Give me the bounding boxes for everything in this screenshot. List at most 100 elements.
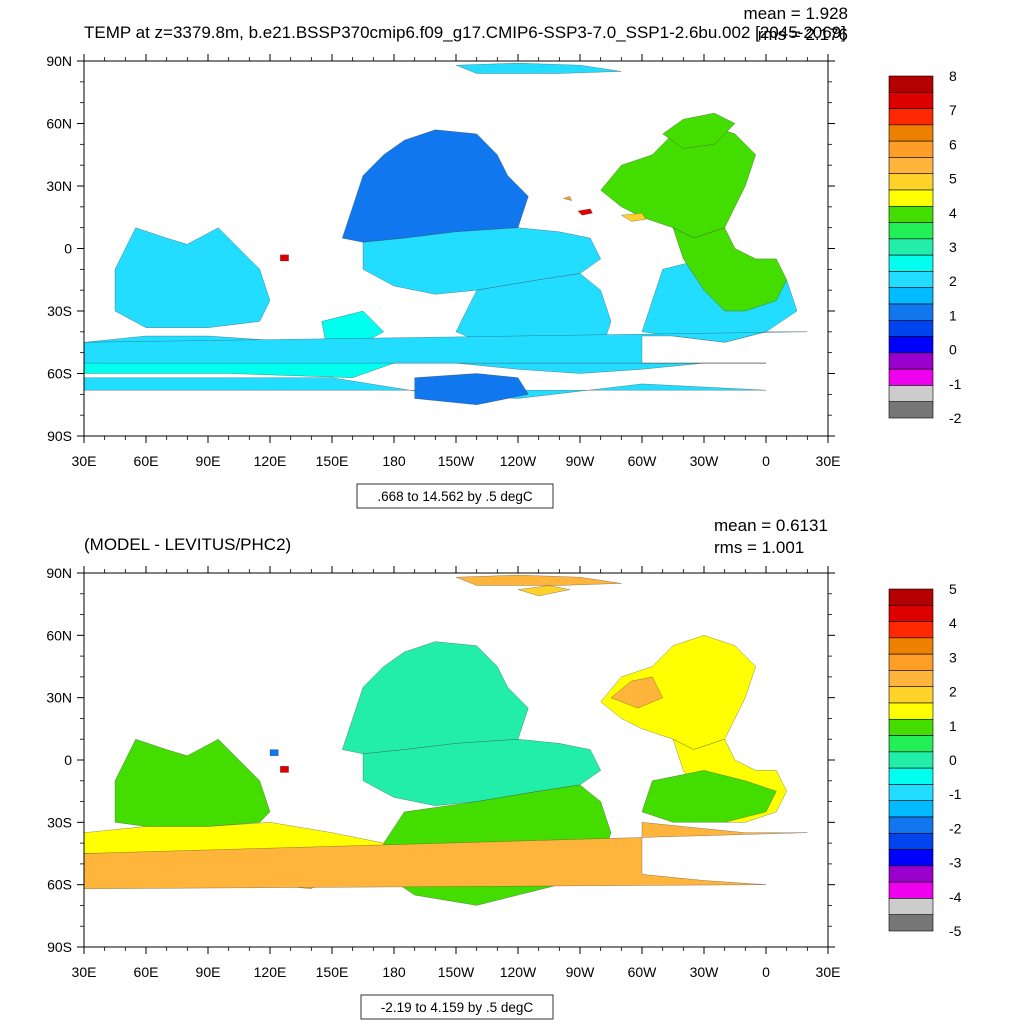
lon-label: 60W (628, 453, 658, 469)
lon-label: 180 (382, 453, 406, 469)
bottom-caption: -2.19 to 4.159 by .5 degC (381, 1000, 534, 1015)
colorbar-swatch (888, 75, 934, 93)
colorbar-label: -2 (949, 820, 962, 836)
lat-label: 30S (47, 303, 72, 319)
colorbar-swatch (888, 205, 934, 223)
region-orange-spot (562, 196, 573, 201)
colorbar-label: 3 (949, 649, 957, 665)
bottom-colorbar: 5 4 3 2 1 0 -1 -2 -3 -4 -5 (888, 581, 962, 939)
colorbar-swatch (888, 91, 934, 109)
lon-label: 150E (316, 964, 349, 980)
colorbar-swatch (888, 254, 934, 272)
colorbar-swatch (888, 368, 934, 386)
colorbar-swatch (888, 914, 934, 932)
bottom-mean: mean = 0.6131 (714, 516, 828, 535)
lon-label: 150W (438, 964, 475, 980)
lat-label: 90N (46, 565, 72, 581)
colorbar-label: 7 (949, 102, 957, 118)
lon-label: 60E (134, 964, 159, 980)
top-colorbar: 8 7 6 5 4 3 2 1 0 -1 -2 (888, 68, 962, 426)
colorbar-swatch (888, 588, 934, 606)
colorbar-swatch (888, 718, 934, 736)
panel-top: TEMP at z=3379.8m, b.e21.BSSP370cmip6.f0… (46, 4, 962, 509)
colorbar-swatch (888, 140, 934, 158)
colorbar-label: 1 (949, 718, 957, 734)
lon-label: 180 (382, 964, 406, 980)
colorbar-label: 6 (949, 136, 957, 152)
lat-label: 60N (46, 627, 72, 643)
lon-label: 120E (254, 453, 287, 469)
colorbar-swatch (888, 849, 934, 867)
colorbar-label: 4 (949, 205, 957, 221)
colorbar-swatch (888, 189, 934, 207)
region-arctic-band (455, 62, 622, 74)
colorbar-label: 8 (949, 68, 957, 84)
colorbar-swatch (888, 124, 934, 142)
colorbar-swatch (888, 352, 934, 370)
top-caption-box: .668 to 14.562 by .5 degC (356, 483, 554, 509)
lon-label: 30E (816, 964, 841, 980)
lon-label: 30E (72, 964, 97, 980)
colorbar-swatch (888, 222, 934, 240)
lat-label: 30N (46, 178, 72, 194)
colorbar-swatch (888, 816, 934, 834)
colorbar-label: -1 (949, 376, 962, 392)
colorbar-swatch (888, 735, 934, 753)
region-west-pacific-red (280, 765, 289, 773)
colorbar-swatch (888, 881, 934, 899)
lon-label: 150W (438, 453, 475, 469)
region-west-pacific-blue (269, 749, 279, 757)
lon-label: 60W (628, 964, 658, 980)
region-ross-sea (414, 373, 529, 406)
lat-label: 90S (47, 428, 72, 444)
colorbar-swatch (888, 319, 934, 337)
lat-label: 60N (46, 116, 72, 132)
colorbar-swatch (888, 621, 934, 639)
lon-label: 0 (762, 964, 770, 980)
lon-label: 60E (134, 453, 159, 469)
colorbar-swatch (888, 271, 934, 289)
panel-bottom: (MODEL - LEVITUS/PHC2) mean = 0.6131 rms… (46, 516, 962, 1020)
bottom-rms: rms = 1.001 (714, 538, 804, 557)
colorbar-swatch (888, 767, 934, 785)
region-south-atlantic-green (641, 770, 777, 823)
region-west-pacific-red (280, 254, 289, 262)
colorbar-swatch (888, 173, 934, 191)
colorbar-label: 2 (949, 273, 957, 289)
lon-label: 120W (500, 453, 537, 469)
lon-label: 30E (72, 453, 97, 469)
lon-label: 30W (690, 964, 720, 980)
region-equatorial-pacific (362, 227, 602, 295)
colorbar-swatch (888, 385, 934, 403)
colorbar-swatch (888, 336, 934, 354)
colorbar-label: -4 (949, 889, 962, 905)
colorbar-swatch (888, 670, 934, 688)
colorbar-label: 0 (949, 752, 957, 768)
colorbar-label: 5 (949, 581, 957, 597)
colorbar-swatch (888, 637, 934, 655)
top-title: TEMP at z=3379.8m, b.e21.BSSP370cmip6.f0… (84, 23, 846, 42)
colorbar-swatch (888, 401, 934, 419)
lon-label: 120W (500, 964, 537, 980)
colorbar-swatch (888, 287, 934, 305)
colorbar-label: -2 (949, 410, 962, 426)
colorbar-swatch (888, 702, 934, 720)
colorbar-swatch (888, 653, 934, 671)
region-arctic-band (455, 574, 622, 586)
colorbar-label: -5 (949, 923, 962, 939)
colorbar-label: 2 (949, 684, 957, 700)
lat-label: 90N (46, 53, 72, 69)
region-gulf-red-spot (577, 208, 593, 216)
colorbar-swatch (888, 865, 934, 883)
region-atlantic-orange (610, 676, 664, 709)
lat-label: 0 (64, 752, 72, 768)
colorbar-swatch (888, 784, 934, 802)
lat-label: 60S (47, 877, 72, 893)
colorbar-swatch (888, 686, 934, 704)
region-indian-ocean (114, 227, 271, 328)
colorbar-swatch (888, 898, 934, 916)
colorbar-swatch (888, 238, 934, 256)
colorbar-label: 3 (949, 239, 957, 255)
